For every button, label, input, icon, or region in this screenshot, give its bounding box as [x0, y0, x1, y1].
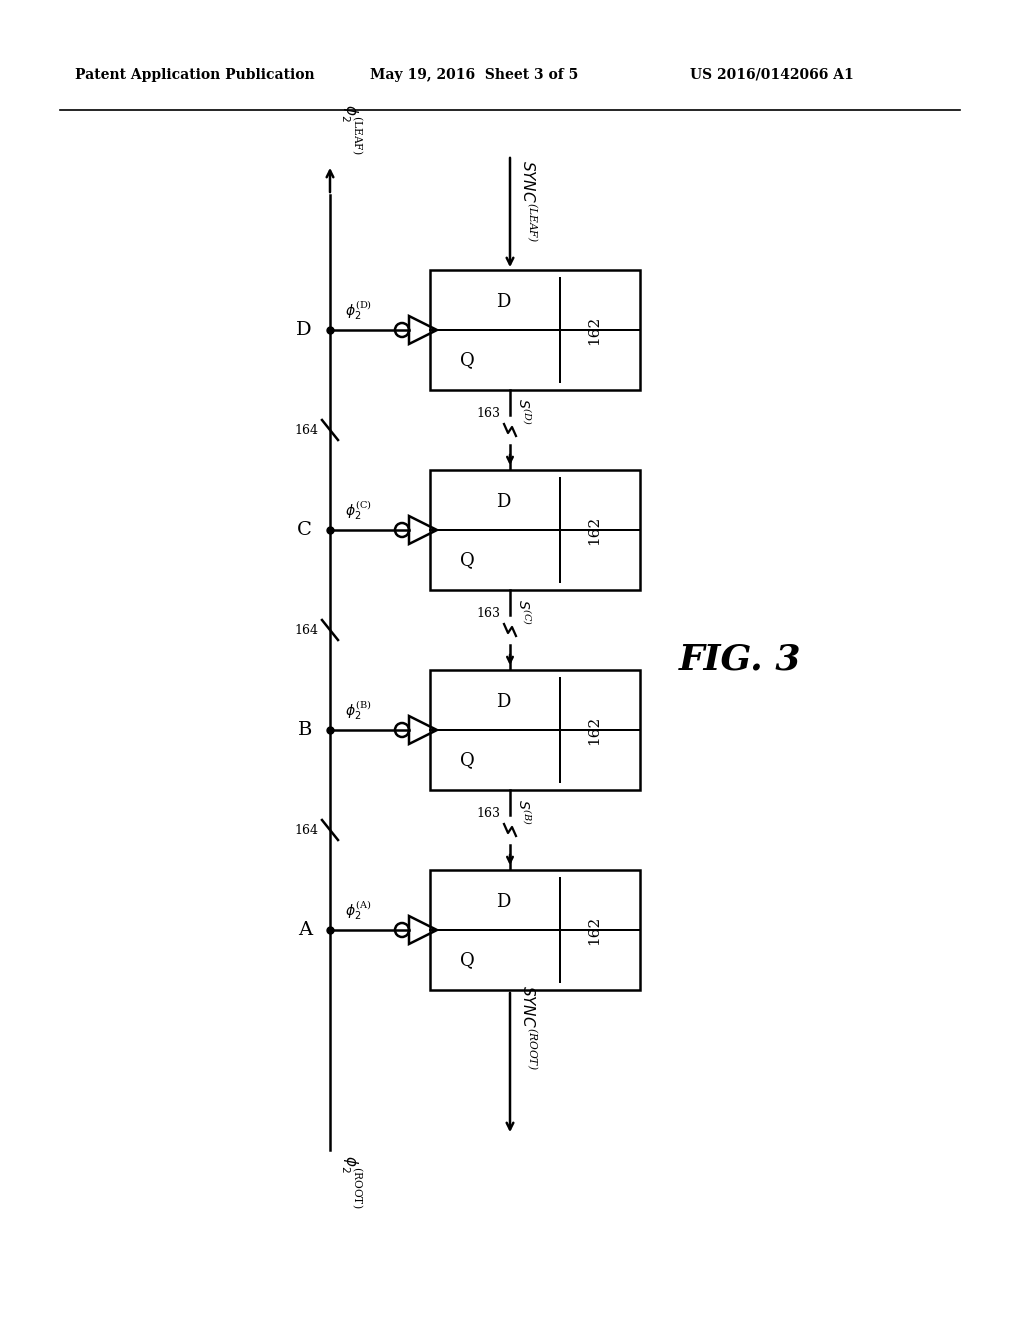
- Text: Patent Application Publication: Patent Application Publication: [75, 69, 314, 82]
- Text: May 19, 2016  Sheet 3 of 5: May 19, 2016 Sheet 3 of 5: [370, 69, 579, 82]
- Text: D: D: [497, 494, 511, 511]
- Text: 163: 163: [476, 807, 500, 820]
- Bar: [430, 870, 640, 990]
- Text: 163: 163: [476, 607, 500, 620]
- Text: $S^{\mathregular{{(C)}}}$: $S^{\mathregular{{(C)}}}$: [515, 599, 534, 624]
- Text: $\phi_2^{\mathregular{(ROOT)}}$: $\phi_2^{\mathregular{(ROOT)}}$: [338, 1155, 364, 1208]
- Bar: [430, 671, 640, 789]
- Bar: [430, 271, 640, 389]
- Text: $\phi_2^{\mathregular{(A)}}$: $\phi_2^{\mathregular{(A)}}$: [345, 899, 371, 921]
- Text: C: C: [297, 521, 312, 539]
- Text: B: B: [298, 721, 312, 739]
- Text: US 2016/0142066 A1: US 2016/0142066 A1: [690, 69, 854, 82]
- Text: $SYNC^{\mathregular{(LEAF)}}$: $SYNC^{\mathregular{(LEAF)}}$: [518, 160, 537, 242]
- Text: 162: 162: [587, 515, 601, 545]
- Text: D: D: [497, 293, 511, 312]
- Text: $S^{\mathregular{{(B)}}}$: $S^{\mathregular{{(B)}}}$: [515, 799, 534, 825]
- Text: 164: 164: [294, 824, 318, 837]
- Text: Q: Q: [461, 351, 475, 370]
- Text: $\phi_2^{\mathregular{(C)}}$: $\phi_2^{\mathregular{(C)}}$: [345, 499, 372, 521]
- Text: Q: Q: [461, 751, 475, 770]
- Text: D: D: [497, 894, 511, 911]
- Text: Q: Q: [461, 950, 475, 969]
- Text: 164: 164: [294, 424, 318, 437]
- Text: $S^{\mathregular{{(D)}}}$: $S^{\mathregular{{(D)}}}$: [515, 399, 534, 425]
- Text: 162: 162: [587, 315, 601, 345]
- Bar: [430, 470, 640, 590]
- Text: $SYNC^{\mathregular{(ROOT)}}$: $SYNC^{\mathregular{(ROOT)}}$: [518, 985, 537, 1069]
- Text: 164: 164: [294, 623, 318, 636]
- Text: FIG. 3: FIG. 3: [679, 643, 801, 677]
- Text: Q: Q: [461, 550, 475, 569]
- Text: 162: 162: [587, 715, 601, 744]
- Text: 162: 162: [587, 915, 601, 945]
- Text: 163: 163: [476, 407, 500, 420]
- Text: D: D: [296, 321, 312, 339]
- Text: $\phi_2^{\mathregular{(LEAF)}}$: $\phi_2^{\mathregular{(LEAF)}}$: [338, 104, 364, 154]
- Text: A: A: [298, 921, 312, 939]
- Text: $\phi_2^{\mathregular{(B)}}$: $\phi_2^{\mathregular{(B)}}$: [345, 698, 372, 722]
- Text: $\phi_2^{\mathregular{(D)}}$: $\phi_2^{\mathregular{(D)}}$: [345, 298, 372, 322]
- Text: D: D: [497, 693, 511, 711]
